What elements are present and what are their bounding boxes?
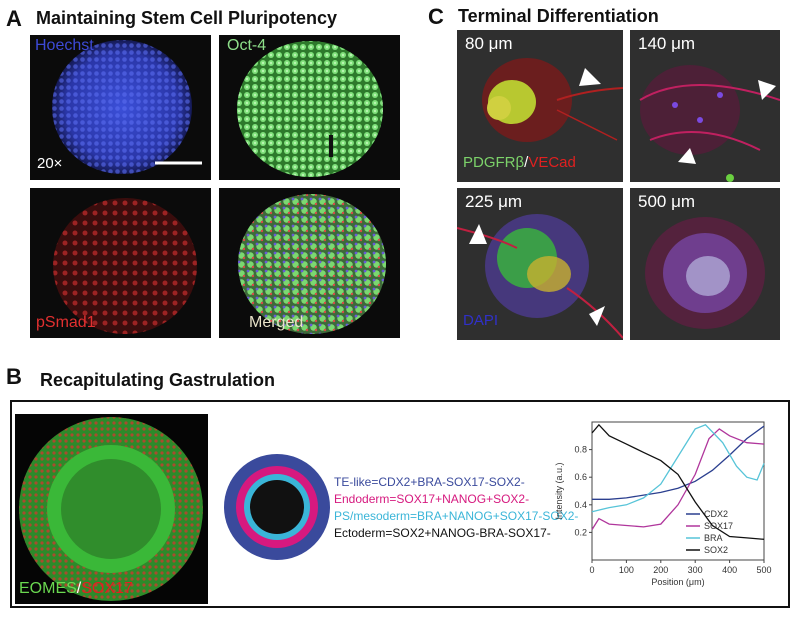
eomes-separator: / bbox=[76, 580, 82, 597]
eomes-label: EOMES bbox=[19, 580, 77, 597]
panel-a-title: Maintaining Stem Cell Pluripotency bbox=[36, 8, 338, 28]
eomes-sox17-label: EOMES/SOX17 bbox=[19, 580, 133, 598]
merged-colony bbox=[238, 194, 386, 334]
x-tick-label: 0 bbox=[589, 565, 594, 575]
c140-size-label: 140 μm bbox=[638, 34, 696, 53]
c225-size-label: 225 μm bbox=[465, 192, 523, 211]
series-line-sox2 bbox=[591, 423, 765, 540]
legend-list: TE-like=CDX2+BRA-SOX17-SOX2- Endoderm=SO… bbox=[334, 474, 578, 542]
c80-colony bbox=[482, 58, 623, 142]
x-tick-label: 400 bbox=[722, 565, 737, 575]
merged-image: Merged bbox=[219, 188, 400, 338]
c225-colony bbox=[457, 214, 623, 339]
y-tick-label: 0.2 bbox=[574, 527, 587, 537]
pdgfrb-label: PDGFRβ bbox=[463, 154, 525, 171]
merged-label: Merged bbox=[249, 314, 304, 331]
c140-image: 140 μm bbox=[630, 30, 780, 182]
oct4-label: Oct-4 bbox=[227, 37, 267, 54]
y-tick-label: 0.4 bbox=[574, 500, 587, 510]
vecad-label: VECad bbox=[528, 154, 576, 171]
panel-c-title: Terminal Differentiation bbox=[458, 6, 659, 26]
legend-endoderm: Endoderm=SOX17+NANOG+SOX2- bbox=[334, 492, 530, 506]
series-line-cdx2 bbox=[592, 425, 765, 500]
x-axis-label: Position (μm) bbox=[651, 577, 704, 587]
x-tick-label: 100 bbox=[619, 565, 634, 575]
y-axis-label: Intensity (a.u.) bbox=[554, 462, 564, 519]
oct4-colony bbox=[237, 41, 383, 177]
legend-ectoderm: Ectoderm=SOX2+NANOG-BRA-SOX17- bbox=[334, 526, 551, 540]
legend-label-bra: BRA bbox=[704, 533, 723, 543]
sox17-image-label: SOX17 bbox=[81, 580, 133, 597]
hoechst-colony bbox=[52, 40, 202, 174]
intensity-chart: 0 100 200 300 400 500 0.2 0.4 0.6 0.8 Position (μm… bbox=[554, 421, 772, 587]
c80-size-label: 80 μm bbox=[465, 34, 513, 53]
psmad1-image: pSmad1 bbox=[30, 188, 211, 338]
x-tick-label: 500 bbox=[756, 565, 771, 575]
c500-colony bbox=[645, 217, 765, 329]
stain-separator: / bbox=[524, 154, 529, 171]
c80-stain-label: PDGFRβ/VECad bbox=[463, 154, 576, 171]
c80-image: 80 μm PDGFRβ/VECad bbox=[457, 30, 623, 182]
y-tick-label: 0.8 bbox=[574, 445, 587, 455]
eomes-colony bbox=[19, 417, 203, 601]
psmad1-colony bbox=[53, 198, 197, 334]
hoechst-image: Hoechst 20× bbox=[30, 35, 211, 180]
legend-mesoderm: PS/mesoderm=BRA+NANOG+SOX17-SOX2- bbox=[334, 509, 579, 523]
hoechst-label: Hoechst bbox=[35, 37, 94, 54]
legend-label-sox2: SOX2 bbox=[704, 545, 728, 555]
x-tick-label: 300 bbox=[688, 565, 703, 575]
c500-size-label: 500 μm bbox=[638, 192, 696, 211]
panel-c-letter: C bbox=[428, 4, 444, 29]
panel-b-frame bbox=[10, 400, 790, 608]
oct4-image: Oct-4 bbox=[219, 35, 400, 180]
c140-colony bbox=[639, 65, 780, 182]
c500-image: 500 μm bbox=[630, 188, 780, 340]
c225-image: 225 μm DAPI bbox=[457, 188, 623, 340]
germ-layer-rings bbox=[224, 454, 330, 560]
psmad1-label: pSmad1 bbox=[36, 314, 96, 331]
legend-label-sox17: SOX17 bbox=[704, 521, 733, 531]
panel-b-letter: B bbox=[6, 364, 22, 389]
series-line-bra bbox=[591, 424, 765, 513]
legend-te-like: TE-like=CDX2+BRA-SOX17-SOX2- bbox=[334, 475, 525, 489]
magnification-label: 20× bbox=[37, 155, 63, 172]
x-tick-label: 200 bbox=[653, 565, 668, 575]
panel-b-title: Recapitulating Gastrulation bbox=[40, 370, 276, 390]
plot-frame bbox=[591, 421, 765, 561]
panel-a-letter: A bbox=[6, 6, 22, 31]
legend-label-cdx2: CDX2 bbox=[704, 509, 728, 519]
ring-ectoderm bbox=[250, 480, 304, 534]
series-line-sox17 bbox=[591, 428, 765, 530]
y-tick-label: 0.6 bbox=[574, 472, 587, 482]
dapi-label: DAPI bbox=[463, 312, 499, 329]
eomes-image: EOMES/SOX17 bbox=[15, 414, 208, 604]
